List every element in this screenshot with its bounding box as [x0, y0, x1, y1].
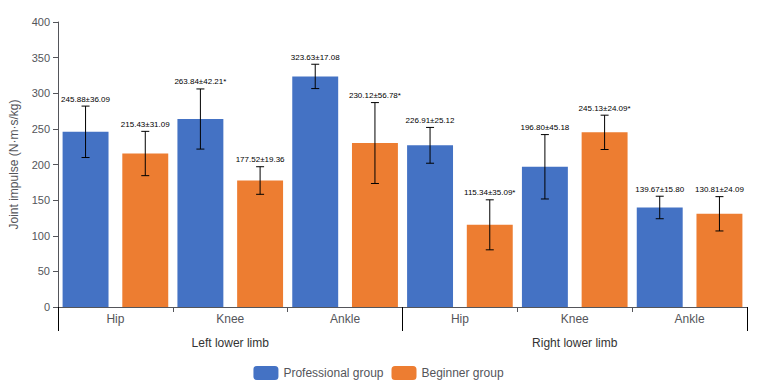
svg-text:215.43±31.09: 215.43±31.09 [121, 120, 170, 129]
svg-text:226.91±25.12: 226.91±25.12 [406, 116, 455, 125]
svg-text:300: 300 [32, 87, 50, 99]
svg-text:250: 250 [32, 123, 50, 135]
svg-text:200: 200 [32, 159, 50, 171]
svg-text:Hip: Hip [106, 312, 124, 326]
svg-text:Knee: Knee [561, 312, 589, 326]
svg-text:130.81±24.09: 130.81±24.09 [695, 185, 744, 194]
svg-text:230.12±56.78*: 230.12±56.78* [349, 91, 401, 100]
svg-text:Left lower limb: Left lower limb [192, 336, 270, 350]
svg-text:Hip: Hip [451, 312, 469, 326]
svg-text:Right lower limb: Right lower limb [532, 336, 618, 350]
svg-text:50: 50 [38, 265, 50, 277]
svg-text:0: 0 [44, 301, 50, 313]
svg-text:Ankle: Ankle [330, 312, 360, 326]
svg-text:323.63±17.08: 323.63±17.08 [291, 53, 340, 62]
svg-text:196.80±45.18: 196.80±45.18 [520, 123, 569, 132]
svg-text:245.88±36.09: 245.88±36.09 [61, 95, 110, 104]
svg-text:139.67±15.80: 139.67±15.80 [635, 185, 684, 194]
svg-text:Professional group: Professional group [283, 366, 383, 380]
svg-text:Ankle: Ankle [675, 312, 705, 326]
svg-text:350: 350 [32, 52, 50, 64]
svg-text:177.52±19.36: 177.52±19.36 [236, 155, 285, 164]
svg-text:263.84±42.21*: 263.84±42.21* [174, 77, 226, 86]
svg-text:245.13±24.09*: 245.13±24.09* [579, 104, 631, 113]
svg-text:115.34±35.09*: 115.34±35.09* [464, 188, 515, 197]
svg-text:Joint impulse (N·m·s/kg): Joint impulse (N·m·s/kg) [7, 99, 21, 229]
svg-text:Beginner group: Beginner group [422, 366, 504, 380]
svg-text:150: 150 [32, 194, 50, 206]
svg-text:100: 100 [32, 230, 50, 242]
svg-text:400: 400 [32, 16, 50, 28]
svg-text:Knee: Knee [216, 312, 244, 326]
